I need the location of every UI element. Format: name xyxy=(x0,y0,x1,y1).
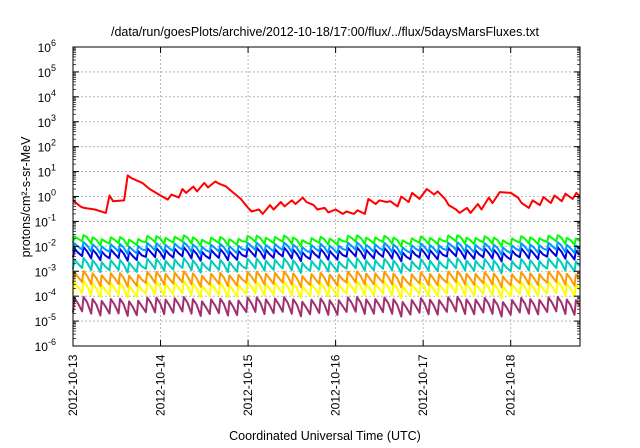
x-tick-label: 2012-10-17 xyxy=(416,354,430,416)
y-tick-label: 101 xyxy=(38,163,56,180)
y-tick-label: 10-4 xyxy=(35,287,56,304)
series-line xyxy=(72,270,581,289)
chart-title: /data/run/goesPlots/archive/2012-10-18/1… xyxy=(111,25,540,39)
y-tick-label: 104 xyxy=(38,88,56,105)
x-tick-label: 2012-10-14 xyxy=(154,354,168,416)
y-tick-label: 10-6 xyxy=(35,337,56,354)
y-tick-label: 102 xyxy=(38,138,56,155)
grid xyxy=(73,47,580,346)
x-tick-label: 2012-10-15 xyxy=(241,354,255,416)
x-tick-label: 2012-10-13 xyxy=(66,354,80,416)
y-tick-label: 105 xyxy=(38,63,56,80)
y-tick-label: 10-3 xyxy=(35,262,56,279)
series-line xyxy=(72,295,581,318)
x-axis-ticks: 2012-10-13 2012-10-14 2012-10-15 2012-10-16… xyxy=(66,47,518,416)
series-line xyxy=(72,174,581,215)
series-layer xyxy=(72,174,581,318)
series-line xyxy=(72,241,581,256)
series-line xyxy=(72,257,581,275)
series-line xyxy=(72,234,581,248)
y-tick-label: 10-2 xyxy=(35,237,56,254)
y-tick-label: 103 xyxy=(38,113,56,130)
x-tick-label: 2012-10-16 xyxy=(329,354,343,416)
y-tick-label: 100 xyxy=(38,188,56,205)
y-axis-ticks: 10-6 10-5 10-4 10-3 10-2 10-1 100 101 102 103 104 1… xyxy=(35,38,580,354)
y-tick-label: 10-1 xyxy=(35,212,56,229)
y-tick-label: 106 xyxy=(38,38,56,55)
y-tick-label: 10-5 xyxy=(35,312,56,329)
x-axis-label: Coordinated Universal Time (UTC) xyxy=(229,429,421,443)
y-axis-label: protons/cm²-s-sr-MeV xyxy=(19,136,33,258)
series-line xyxy=(72,280,581,300)
x-tick-label: 2012-10-18 xyxy=(504,354,518,416)
